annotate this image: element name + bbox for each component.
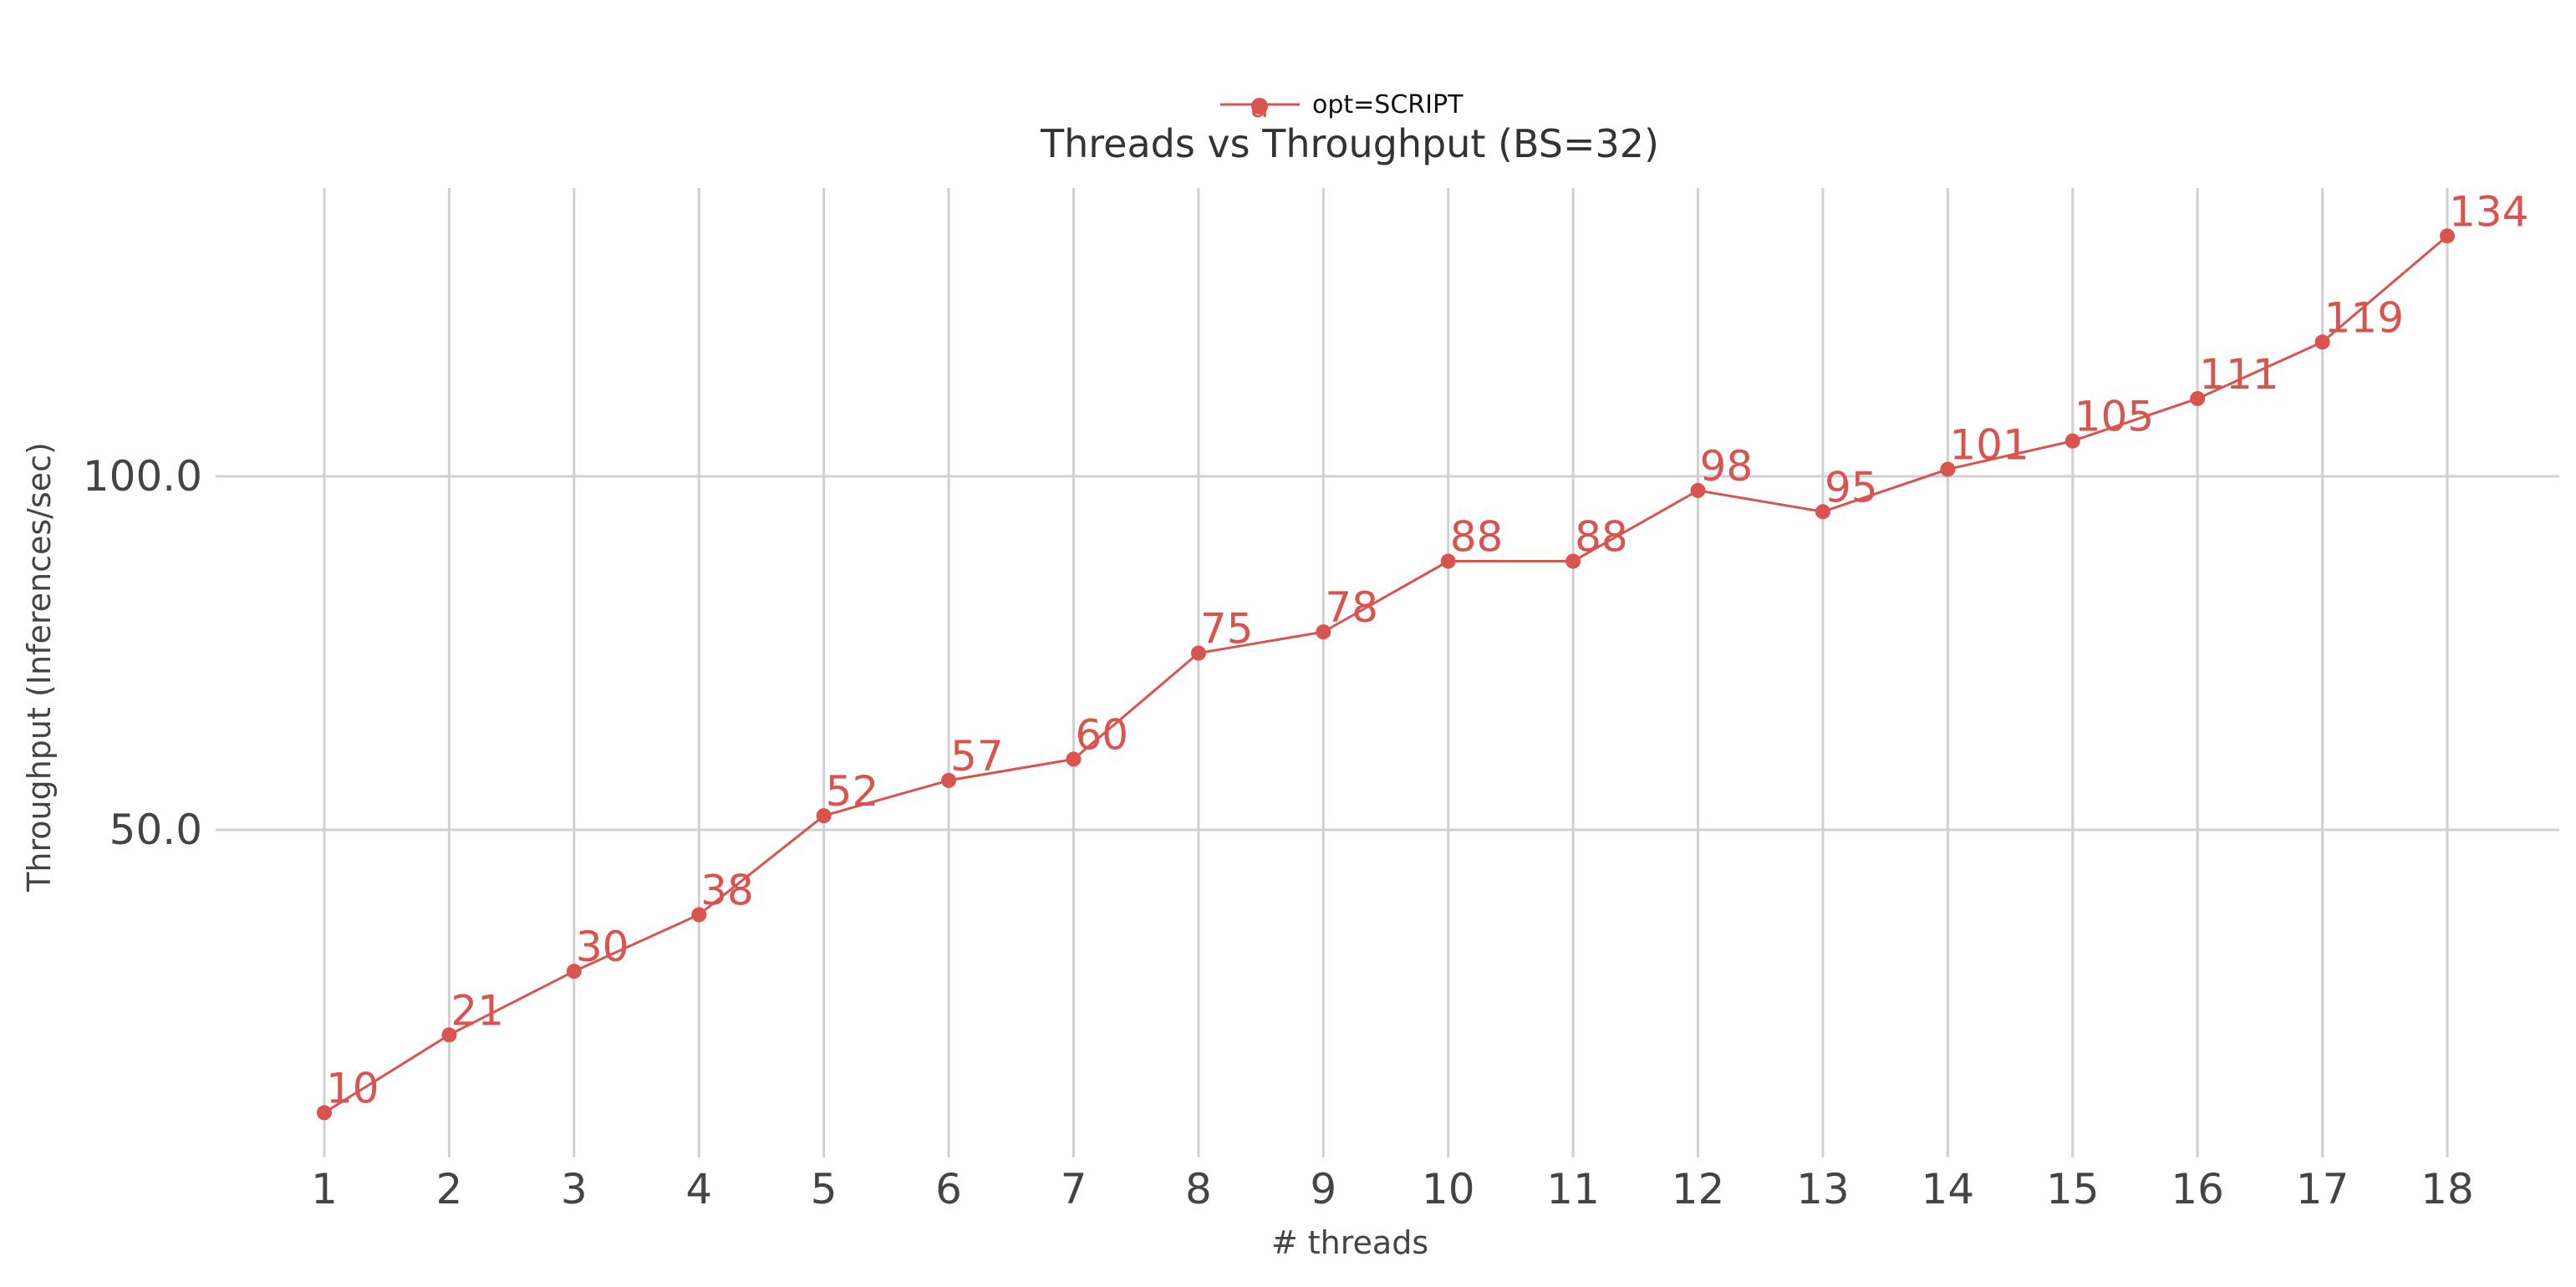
series-points (317, 228, 2455, 1121)
x-tick-label: 6 (935, 1165, 962, 1213)
data-label: 98 (1700, 442, 1754, 491)
data-point (691, 907, 707, 923)
x-tick-label: 8 (1185, 1165, 1212, 1213)
data-point (1565, 553, 1581, 569)
data-label: 101 (1949, 421, 2029, 470)
x-tick-label: 16 (2171, 1165, 2224, 1213)
data-point (441, 1027, 457, 1043)
data-label: 119 (2324, 293, 2404, 342)
x-tick-label: 5 (811, 1165, 837, 1213)
data-label: 88 (1575, 513, 1628, 562)
data-point (816, 808, 832, 824)
data-point (1190, 645, 1206, 661)
data-label: 111 (2199, 350, 2278, 399)
legend-marker (1251, 98, 1268, 114)
x-tick-label: 13 (1796, 1165, 1850, 1213)
x-tick-label: 2 (436, 1165, 463, 1213)
data-label: 105 (2075, 393, 2154, 441)
data-label: 57 (950, 732, 1004, 781)
data-label: 60 (1075, 710, 1128, 759)
y-tick-label: 100.0 (83, 452, 202, 501)
data-point (566, 964, 582, 979)
legend-label: opt=SCRIPT (1312, 90, 1464, 120)
legend: a opt=SCRIPT (1220, 90, 1464, 125)
y-gridlines (216, 475, 2559, 832)
data-point (941, 772, 957, 788)
data-label: 30 (576, 923, 629, 971)
data-label: 38 (700, 867, 754, 915)
x-tick-label: 4 (685, 1165, 712, 1213)
x-tick-label: 9 (1310, 1165, 1336, 1213)
data-label: 134 (2449, 187, 2528, 236)
data-label: 88 (1450, 513, 1504, 562)
data-label: 78 (1325, 583, 1378, 632)
data-label: 75 (1200, 605, 1254, 654)
data-point (2440, 228, 2455, 244)
data-label: 95 (1825, 463, 1878, 511)
data-point (2064, 433, 2080, 449)
data-point (2314, 334, 2330, 350)
data-point (1690, 482, 1706, 498)
series-line-opt-script (323, 235, 2448, 1114)
data-label: 10 (326, 1064, 379, 1112)
data-point (317, 1105, 332, 1121)
x-tick-label: 11 (1546, 1165, 1600, 1213)
x-tick-label: 12 (1672, 1165, 1725, 1213)
y-tick-label: 50.0 (109, 806, 202, 854)
legend-marker-glyph: a (1250, 90, 1269, 125)
x-axis-label: # threads (1271, 1224, 1428, 1261)
data-point (1316, 624, 1331, 640)
x-tick-label: 14 (1922, 1165, 1975, 1213)
data-point (2190, 390, 2206, 406)
x-tick-label: 10 (1422, 1165, 1475, 1213)
chart-title: Threads vs Throughput (BS=32) (1040, 121, 1659, 166)
x-tick-label: 1 (311, 1165, 338, 1213)
x-tick-label: 3 (561, 1165, 588, 1213)
x-tick-label: 18 (2421, 1165, 2474, 1213)
x-gridlines (323, 188, 2449, 1157)
y-axis-label: Throughput (Inferences/sec) (21, 442, 58, 893)
data-labels: 10 21 30 38 52 57 60 75 78 88 88 98 95 101 105 111 119 13… (326, 187, 2528, 1112)
x-tick-label: 17 (2296, 1165, 2349, 1213)
x-tick-label: 15 (2046, 1165, 2100, 1213)
x-tick-label: 7 (1061, 1165, 1087, 1213)
data-point (1815, 504, 1830, 520)
data-label: 52 (826, 767, 879, 816)
x-axis-ticks: 1 2 3 4 5 6 7 8 9 10 11 12 13 14 15 16 17 18 (311, 1165, 2474, 1213)
data-point (1066, 751, 1082, 767)
data-label: 21 (451, 986, 504, 1035)
data-point (1940, 461, 1956, 477)
y-axis-ticks: 50.0 100.0 (83, 452, 202, 854)
data-point (1440, 553, 1456, 569)
